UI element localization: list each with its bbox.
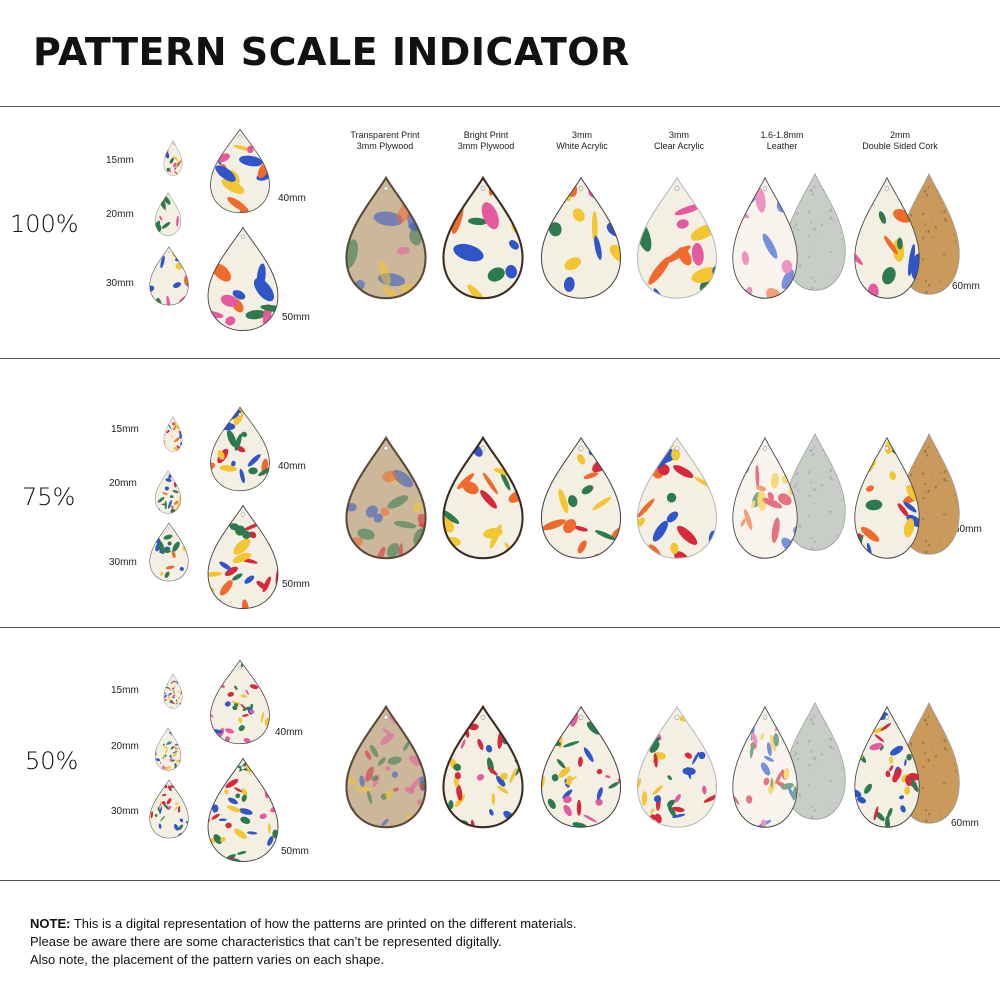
divider-1 [0, 358, 1000, 359]
scale-label-75: 75% [22, 483, 76, 511]
drop-cork [852, 705, 922, 829]
size-label-40mm: 40mm [275, 727, 303, 738]
size-label-60mm: 60mm [951, 818, 979, 829]
scale-label-100: 100% [10, 210, 79, 238]
drop-40mm [208, 406, 272, 492]
drop-50mm [205, 226, 281, 332]
size-label-20mm: 20mm [109, 478, 137, 489]
scale-label-50: 50% [25, 747, 79, 775]
drop-50mm [205, 504, 281, 610]
size-label-60mm: 60mm [952, 281, 980, 292]
page-title: PATTERN SCALE INDICATOR [33, 30, 630, 74]
drop-30mm [148, 522, 190, 582]
note-lead: NOTE: [30, 916, 71, 931]
drop-transparent-plywood [343, 435, 429, 560]
divider-2 [0, 627, 1000, 628]
material-header-clear-acrylic: 3mm Clear Acrylic [653, 130, 704, 151]
drop-15mm [163, 673, 183, 709]
size-label-50mm: 50mm [282, 312, 310, 323]
drop-clear-acrylic [634, 436, 720, 560]
size-label-15mm: 15mm [106, 155, 134, 166]
material-header-white-acrylic: 3mm White Acrylic [556, 130, 608, 151]
note-line-2: Please be aware there are some character… [30, 934, 502, 949]
size-label-50mm: 50mm [281, 846, 309, 857]
divider-bottom [0, 880, 1000, 881]
drop-40mm [208, 659, 272, 745]
drop-clear-acrylic [634, 705, 720, 829]
drop-leather [730, 436, 800, 560]
drop-transparent-plywood [343, 704, 429, 829]
size-label-20mm: 20mm [111, 741, 139, 752]
size-label-50mm: 50mm [282, 579, 310, 590]
size-label-40mm: 40mm [278, 193, 306, 204]
drop-30mm [148, 246, 190, 306]
drop-white-acrylic [538, 705, 624, 829]
drop-transparent-plywood [343, 175, 429, 300]
drop-50mm [205, 757, 281, 863]
drop-clear-acrylic [634, 176, 720, 300]
drop-leather [730, 176, 800, 300]
drop-cork [852, 436, 922, 560]
size-label-40mm: 40mm [278, 461, 306, 472]
material-header-bright-plywood: Bright Print 3mm Plywood [457, 130, 515, 151]
divider-top [0, 106, 1000, 107]
note-line-3: Also note, the placement of the pattern … [30, 952, 385, 967]
drop-15mm [163, 140, 183, 176]
note-line-1: This is a digital representation of how … [70, 916, 577, 931]
size-label-30mm: 30mm [109, 557, 137, 568]
drop-40mm [208, 128, 272, 214]
leather-back [782, 701, 848, 821]
drop-bright-plywood [440, 435, 526, 560]
material-header-transparent-plywood: Transparent Print 3mm Plywood [350, 130, 420, 151]
material-header-leather: 1.6-1.8mm Leather [760, 130, 804, 151]
drop-30mm [148, 779, 190, 839]
size-label-15mm: 15mm [111, 424, 139, 435]
footer-note: NOTE: This is a digital representation o… [30, 915, 577, 969]
drop-white-acrylic [538, 176, 624, 300]
drop-15mm [163, 416, 183, 452]
size-label-60mm: 60mm [954, 524, 982, 535]
drop-bright-plywood [440, 704, 526, 829]
size-label-15mm: 15mm [111, 685, 139, 696]
drop-20mm [154, 192, 182, 236]
drop-20mm [154, 727, 182, 771]
size-label-30mm: 30mm [106, 278, 134, 289]
drop-cork [852, 176, 922, 300]
drop-leather [730, 705, 800, 829]
size-label-20mm: 20mm [106, 209, 134, 220]
drop-white-acrylic [538, 436, 624, 560]
size-label-30mm: 30mm [111, 806, 139, 817]
drop-20mm [154, 470, 182, 514]
material-header-cork: 2mm Double Sided Cork [862, 130, 938, 151]
drop-bright-plywood [440, 175, 526, 300]
